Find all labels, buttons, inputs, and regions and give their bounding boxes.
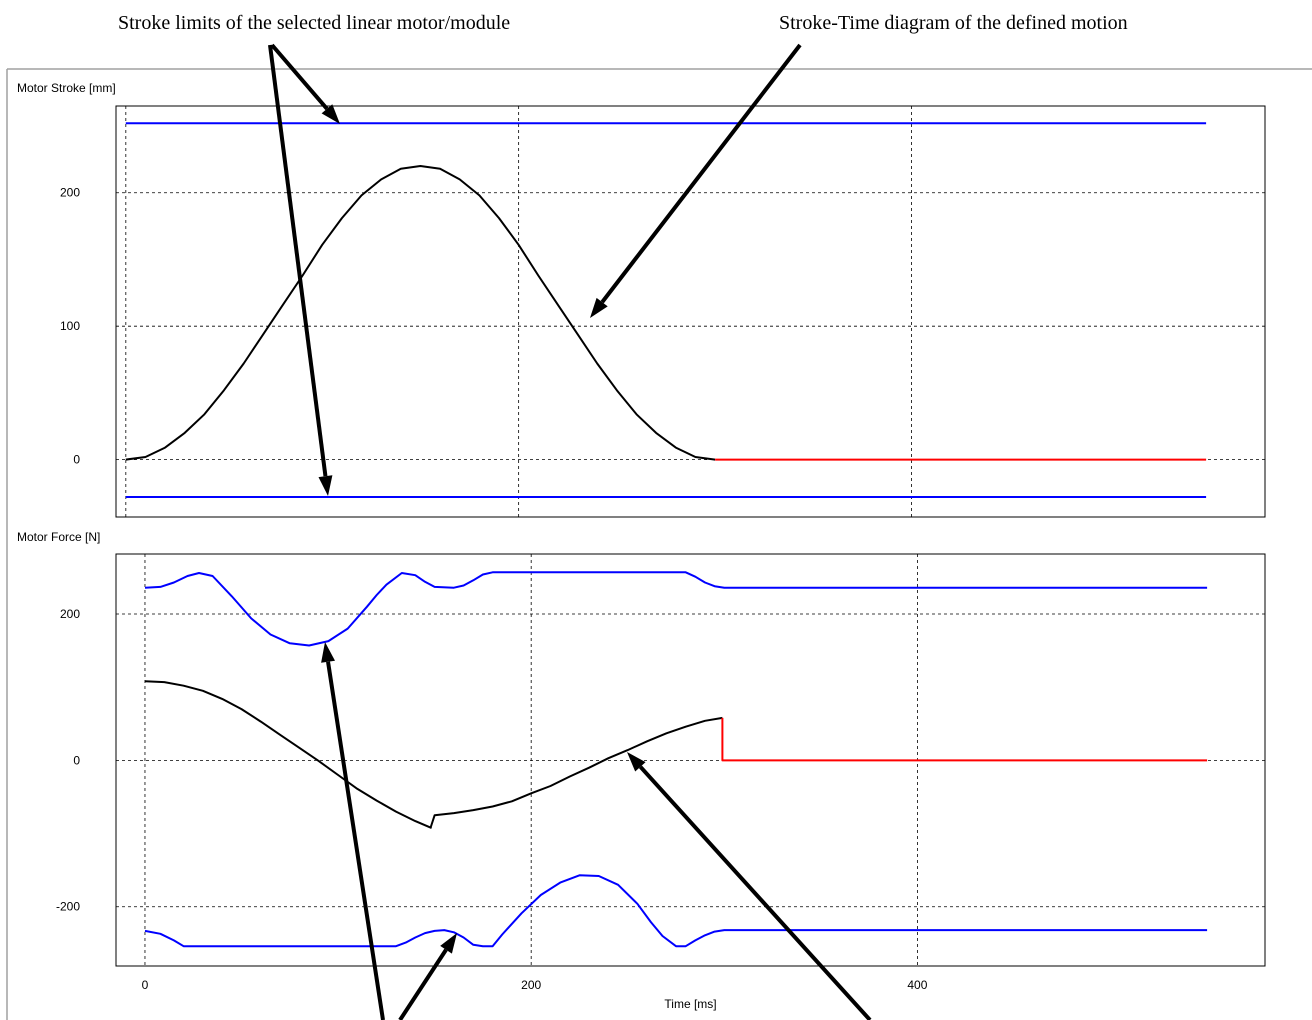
y-tick-label: 0 [73, 753, 80, 767]
series-line [144, 680, 723, 829]
annotation-arrow-head [627, 752, 646, 772]
x-tick-label: 200 [521, 978, 541, 992]
stroke-limits-caption: Stroke limits of the selected linear mot… [118, 12, 511, 34]
annotation-arrow-shaft [638, 765, 872, 1020]
annotation-arrow-head [440, 933, 457, 954]
annotation-arrow-shaft [268, 44, 328, 477]
plot-title: Motor Stroke [mm] [17, 81, 116, 95]
annotation-arrow-head [321, 104, 340, 124]
plot-frame [115, 105, 1266, 518]
x-tick-label: 400 [907, 978, 927, 992]
series-line [721, 717, 1208, 762]
plot-title: Motor Force [N] [17, 530, 100, 544]
annotation-arrow-head [321, 642, 335, 663]
stroke-time-caption: Stroke-Time diagram of the defined motio… [779, 12, 1128, 34]
stroke-panel: Motor Stroke [mm] 0 100 200 [17, 81, 1266, 518]
y-tick-label: 200 [60, 186, 80, 200]
y-tick-label: 0 [73, 453, 80, 467]
force-panel: Motor Force [N] -200 0 200 0 200 400 Time [ms] [17, 530, 1266, 1011]
y-tick-label: -200 [56, 900, 80, 914]
x-tick-label: 0 [142, 978, 149, 992]
series-line [125, 165, 716, 461]
plot-frame [115, 553, 1266, 967]
x-axis-label: Time [ms] [664, 997, 716, 1011]
annotation-arrow-shaft [326, 661, 385, 1020]
annotation-arrow-head [318, 475, 333, 496]
annotation-arrow-shaft [398, 948, 448, 1020]
annotation-arrow-shaft [600, 43, 802, 304]
annotation-arrow-shaft [270, 43, 329, 111]
y-tick-label: 100 [60, 319, 80, 333]
y-tick-label: 200 [60, 607, 80, 621]
annotation-arrow-head [590, 297, 608, 318]
annotation-arrows [268, 43, 872, 1020]
series-line [144, 874, 1208, 948]
series-line [144, 571, 1208, 647]
